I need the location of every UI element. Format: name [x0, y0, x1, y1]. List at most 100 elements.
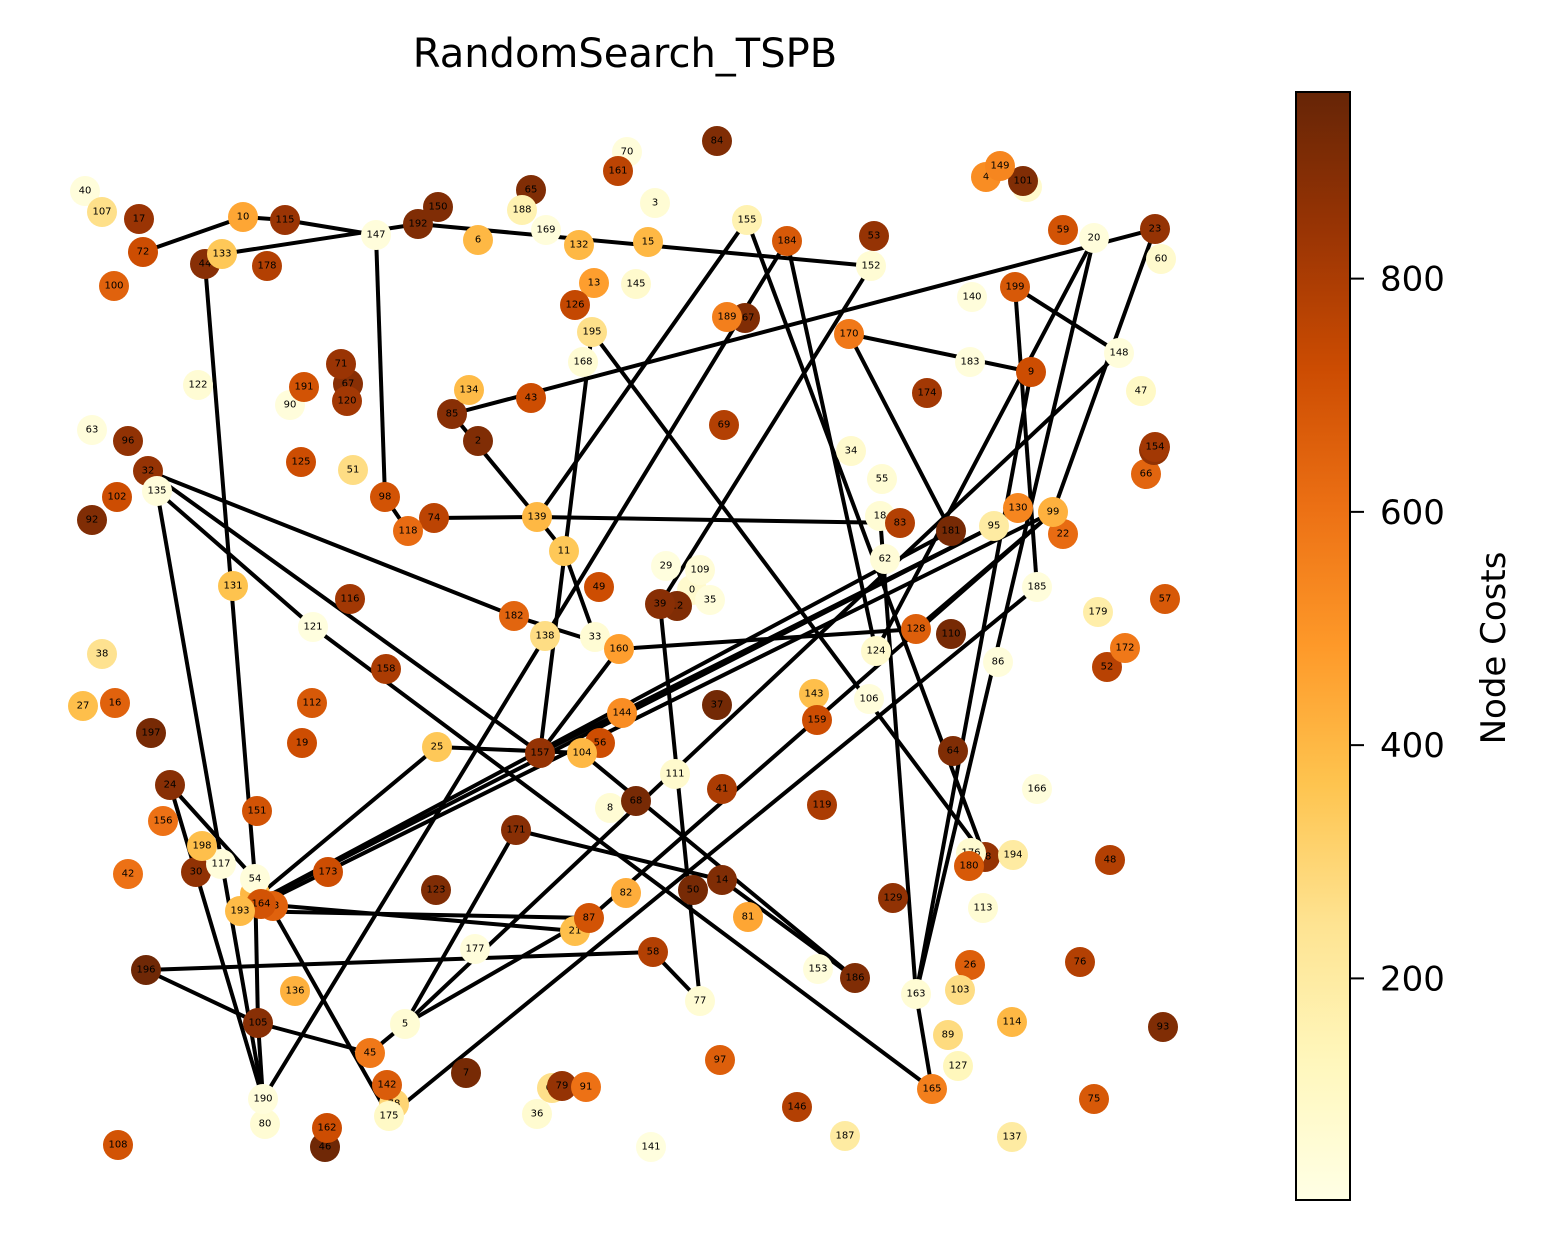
node-17: 17	[124, 204, 154, 234]
node-label: 190	[253, 1094, 272, 1105]
node-point	[936, 516, 966, 546]
node-point	[422, 732, 452, 762]
node-label: 182	[504, 611, 523, 622]
node-label: 155	[737, 215, 756, 226]
node-label: 192	[408, 219, 427, 230]
node-label: 163	[906, 989, 925, 1000]
route-edge	[145, 950, 654, 972]
node-60: 60	[1146, 244, 1176, 274]
node-48: 48	[1095, 845, 1125, 875]
node-87: 87	[574, 903, 604, 933]
node-label: 12	[671, 601, 684, 612]
node-43: 43	[516, 383, 546, 413]
node-49: 49	[584, 572, 614, 602]
node-point	[856, 251, 886, 281]
node-label: 60	[1155, 254, 1168, 265]
node-178: 178	[252, 251, 282, 281]
node-point	[782, 1092, 812, 1122]
node-36: 36	[522, 1099, 552, 1129]
node-point	[933, 1020, 963, 1050]
node-label: 42	[122, 869, 135, 880]
node-point	[77, 505, 107, 535]
node-point	[113, 859, 143, 889]
node-label: 90	[284, 400, 297, 411]
route-edge	[257, 1021, 371, 1055]
node-point	[248, 1084, 278, 1114]
node-point	[270, 205, 300, 235]
node-149: 149	[985, 151, 1015, 181]
node-label: 98	[379, 492, 392, 503]
route-edge	[155, 490, 265, 1100]
node-point	[1104, 338, 1134, 368]
node-153: 153	[803, 954, 833, 984]
node-point	[218, 571, 248, 601]
node-label: 136	[285, 986, 304, 997]
chart-title: RandomSearch_TSPB	[413, 31, 837, 77]
node-39: 39	[645, 589, 675, 619]
node-145: 145	[621, 269, 651, 299]
node-point	[1095, 845, 1125, 875]
node-point	[640, 188, 670, 218]
node-point	[499, 601, 529, 631]
node-label: 0	[689, 585, 695, 596]
node-point	[326, 349, 356, 379]
node-point	[70, 176, 100, 206]
node-point	[945, 975, 975, 1005]
node-57: 57	[1150, 584, 1180, 614]
node-124: 124	[861, 636, 891, 666]
node-point	[955, 950, 985, 980]
route-edge	[535, 218, 749, 519]
node-point	[507, 195, 537, 225]
node-label: 53	[868, 231, 881, 242]
node-label: 154	[1145, 442, 1164, 453]
node-106: 106	[854, 684, 884, 714]
node-point	[1079, 223, 1109, 253]
node-84: 84	[702, 126, 732, 156]
node-point	[423, 192, 453, 222]
node-point	[549, 536, 579, 566]
node-label: 84	[711, 136, 724, 147]
node-110: 110	[936, 619, 966, 649]
node-label: 93	[1157, 1022, 1170, 1033]
node-label: 146	[787, 1102, 806, 1113]
node-point	[522, 1099, 552, 1129]
node-point	[564, 230, 594, 260]
node-140: 140	[957, 282, 987, 312]
node-point	[707, 774, 737, 804]
node-point	[1092, 652, 1122, 682]
node-point	[1140, 214, 1170, 244]
node-label: 167	[735, 313, 754, 324]
node-point	[136, 718, 166, 748]
node-label: 197	[141, 728, 160, 739]
node-63: 63	[77, 415, 107, 445]
node-label: 151	[247, 806, 266, 817]
node-point	[603, 156, 633, 186]
route-edge	[1051, 228, 1157, 513]
node-label: 117	[211, 859, 230, 870]
node-196: 196	[131, 955, 161, 985]
route-edge	[239, 909, 590, 920]
node-150: 150	[423, 192, 453, 222]
node-label: 141	[641, 1142, 660, 1153]
node-59: 59	[1048, 215, 1078, 245]
node-53: 53	[859, 221, 889, 251]
node-154: 154	[1140, 432, 1170, 462]
node-point	[280, 976, 310, 1006]
node-188: 188	[507, 195, 537, 225]
node-label: 129	[883, 893, 902, 904]
node-point	[954, 851, 984, 881]
node-label: 68	[630, 796, 643, 807]
node-165: 165	[917, 1074, 947, 1104]
node-190: 190	[248, 1084, 278, 1114]
node-point	[633, 227, 663, 257]
node-point	[240, 864, 270, 894]
node-122: 122	[183, 370, 213, 400]
node-label: 29	[660, 561, 673, 572]
node-point	[113, 426, 143, 456]
node-point	[207, 239, 237, 269]
node-168: 168	[568, 347, 598, 377]
node-64: 64	[938, 736, 968, 766]
route-edge	[848, 332, 1032, 374]
